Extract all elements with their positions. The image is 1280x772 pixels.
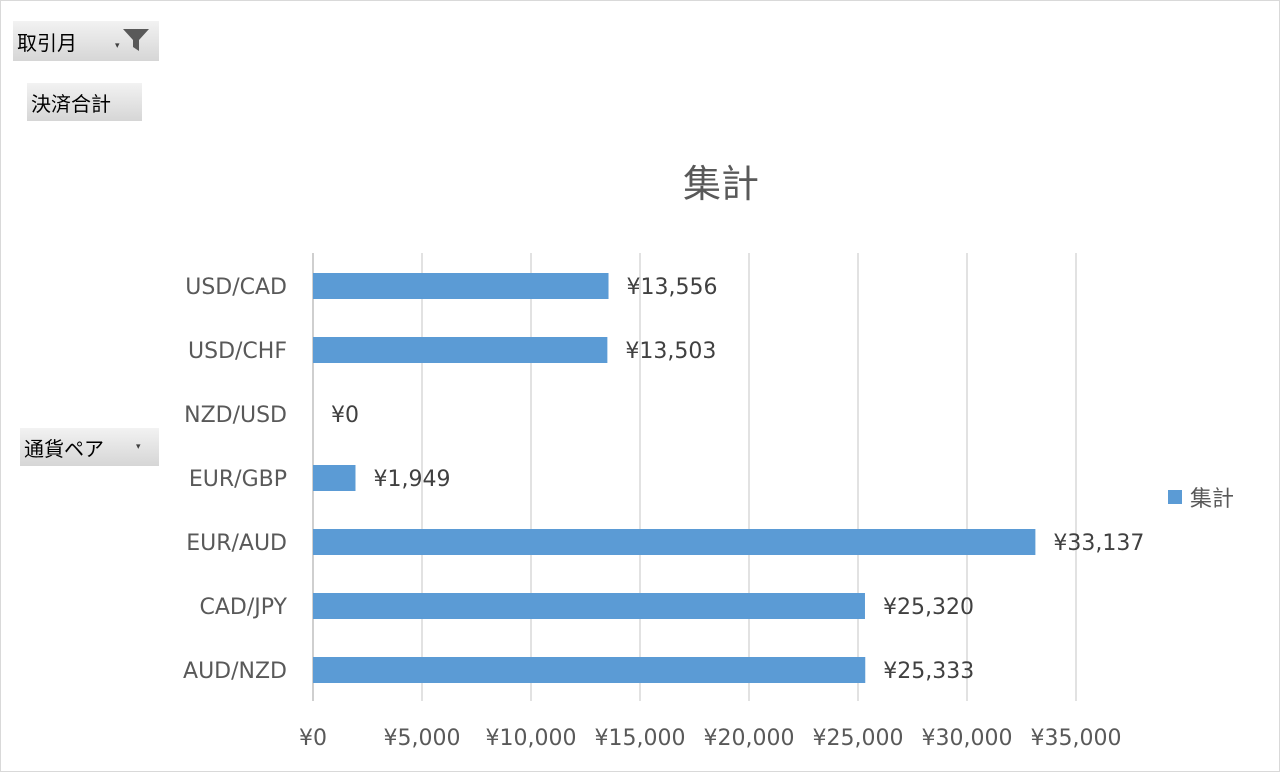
x-tick-label: ¥0 [299, 726, 327, 751]
x-tick-label: ¥20,000 [704, 726, 795, 751]
filter-icon [123, 29, 149, 51]
category-label: AUD/NZD [183, 659, 287, 684]
bar [313, 465, 356, 491]
x-tick-label: ¥25,000 [813, 726, 904, 751]
bar [313, 529, 1036, 555]
chart-title: 集計 [682, 162, 759, 206]
legend-swatch [1168, 490, 1182, 504]
x-tick-label: ¥30,000 [922, 726, 1013, 751]
x-tick-label: ¥5,000 [384, 726, 461, 751]
bar [313, 337, 608, 363]
data-label: ¥13,556 [627, 275, 718, 300]
currency-pair-field-button[interactable]: 通貨ペア ▾ [20, 428, 159, 466]
legend-label: 集計 [1190, 487, 1235, 512]
bar [313, 657, 866, 683]
x-tick-label: ¥15,000 [595, 726, 686, 751]
category-label: EUR/AUD [186, 531, 287, 556]
month-filter-button[interactable]: 取引月 ▾ [13, 21, 159, 61]
category-label: EUR/GBP [189, 467, 287, 492]
x-tick-label: ¥10,000 [486, 726, 577, 751]
month-filter-label: 取引月 [17, 30, 77, 55]
data-label: ¥13,503 [625, 339, 716, 364]
bar [313, 273, 609, 299]
category-label: USD/CHF [188, 339, 287, 364]
data-label: ¥25,333 [883, 659, 974, 684]
x-tick-label: ¥35,000 [1031, 726, 1122, 751]
data-label: ¥1,949 [373, 467, 450, 492]
data-label: ¥33,137 [1053, 531, 1144, 556]
bar [313, 593, 865, 619]
category-label: USD/CAD [185, 275, 287, 300]
dropdown-arrow-icon: ▾ [115, 41, 120, 51]
category-label: NZD/USD [184, 403, 287, 428]
currency-pair-field-label: 通貨ペア [24, 436, 104, 461]
data-label: ¥25,320 [883, 595, 974, 620]
sum-field-button: 決済合計 [27, 83, 142, 121]
data-label: ¥0 [331, 403, 359, 428]
category-label: CAD/JPY [200, 595, 288, 620]
dropdown-arrow-icon: ▾ [136, 442, 141, 452]
legend: 集計 [1168, 481, 1234, 513]
sum-field-label: 決済合計 [31, 91, 111, 116]
